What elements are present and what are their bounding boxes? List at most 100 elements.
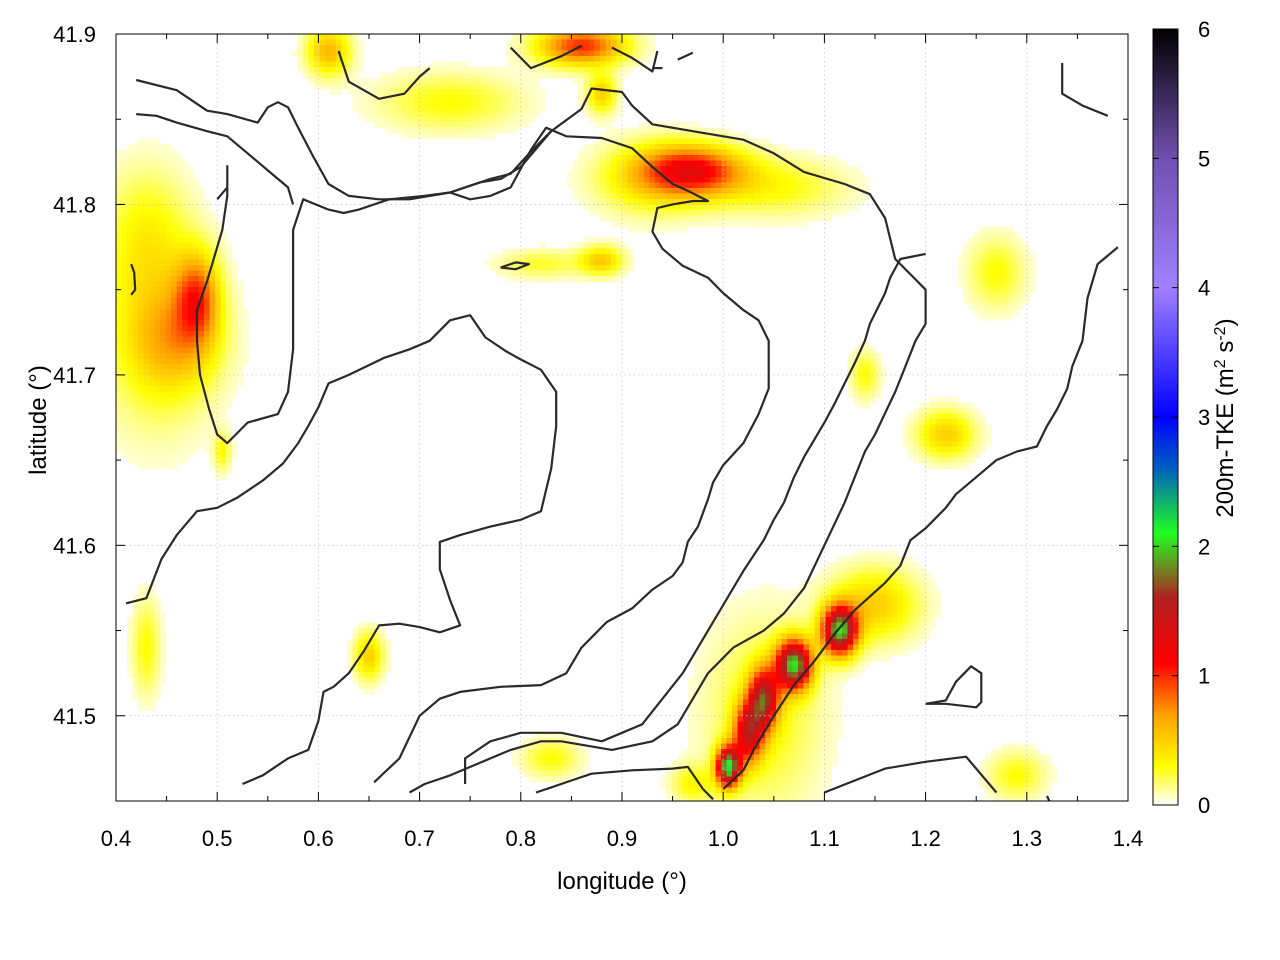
heatmap-cell [979,232,986,239]
heatmap-cell [990,281,997,288]
heatmap-cell [726,149,733,156]
heatmap-cell [1012,243,1019,250]
heatmap-cell [908,589,915,596]
heatmap-cell [451,105,458,112]
heatmap-cell [732,743,739,750]
heatmap-cell [319,72,326,79]
heatmap-cell [974,254,981,261]
heatmap-cell [204,369,211,376]
heatmap-cell [864,573,871,580]
heatmap-cell [754,193,761,200]
heatmap-cell [138,369,145,376]
heatmap-cell [677,226,684,233]
heatmap-cell [798,672,805,679]
heatmap-cell [556,743,563,750]
heatmap-cell [869,628,876,635]
heatmap-cell [754,622,761,629]
heatmap-cell [765,672,772,679]
heatmap-cell [831,199,838,206]
heatmap-cell [435,72,442,79]
heatmap-cell [605,193,612,200]
heatmap-cell [358,644,365,651]
heatmap-cell [594,67,601,74]
heatmap-cell [160,644,167,651]
heatmap-cell [743,716,750,723]
heatmap-cell [611,243,618,250]
heatmap-cell [154,177,161,184]
heatmap-cell [836,716,843,723]
heatmap-cell [171,232,178,239]
heatmap-cell [902,600,909,607]
heatmap-cell [171,463,178,470]
heatmap-cell [154,441,161,448]
heatmap-cell [297,61,304,68]
heatmap-cell [484,259,491,266]
heatmap-cell [231,375,238,382]
heatmap-cell [710,199,717,206]
heatmap-cell [693,699,700,706]
heatmap-cell [704,760,711,767]
heatmap-cell [198,215,205,222]
heatmap-cell [622,210,629,217]
heatmap-cell [149,336,156,343]
heatmap-cell [220,336,227,343]
heatmap-cell [644,45,651,52]
heatmap-cell [407,116,414,123]
heatmap-cell [930,408,937,415]
heatmap-cell [721,606,728,613]
heatmap-cell [704,683,711,690]
heatmap-cell [715,765,722,772]
heatmap-cell [820,193,827,200]
heatmap-cell [875,633,882,640]
heatmap-cell [220,276,227,283]
heatmap-cell [149,463,156,470]
heatmap-cell [908,573,915,580]
heatmap-cell [154,617,161,624]
heatmap-cell [809,204,816,211]
heatmap-cell [699,688,706,695]
heatmap-cell [1012,281,1019,288]
heatmap-cell [132,237,139,244]
heatmap-cell [792,215,799,222]
heatmap-cell [908,562,915,569]
heatmap-cell [143,358,150,365]
heatmap-cell [204,303,211,310]
heatmap-cell [759,589,766,596]
heatmap-cell [154,144,161,151]
heatmap-cell [182,309,189,316]
heatmap-cell [836,677,843,684]
heatmap-cell [220,281,227,288]
heatmap-cell [132,617,139,624]
heatmap-cell [748,760,755,767]
heatmap-cell [545,254,552,261]
heatmap-cell [781,699,788,706]
heatmap-cell [776,617,783,624]
heatmap-cell [242,347,249,354]
heatmap-cell [187,325,194,332]
heatmap-cell [666,199,673,206]
heatmap-cell [688,144,695,151]
heatmap-cell [776,611,783,618]
heatmap-cell [506,61,513,68]
heatmap-cell [138,215,145,222]
heatmap-cell [495,127,502,134]
heatmap-cell [985,254,992,261]
heatmap-cell [693,122,700,129]
heatmap-cell [770,760,777,767]
heatmap-cell [143,155,150,162]
heatmap-cell [116,177,123,184]
heatmap-cell [968,270,975,277]
heatmap-cell [138,298,145,305]
heatmap-cell [583,177,590,184]
heatmap-cell [704,633,711,640]
heatmap-cell [226,309,233,316]
heatmap-cell [792,760,799,767]
heatmap-cell [704,721,711,728]
heatmap-cell [556,39,563,46]
heatmap-cell [138,193,145,200]
heatmap-cell [693,221,700,228]
heatmap-cell [627,193,634,200]
heatmap-cell [330,83,337,90]
heatmap-cell [765,584,772,591]
heatmap-cell [594,100,601,107]
